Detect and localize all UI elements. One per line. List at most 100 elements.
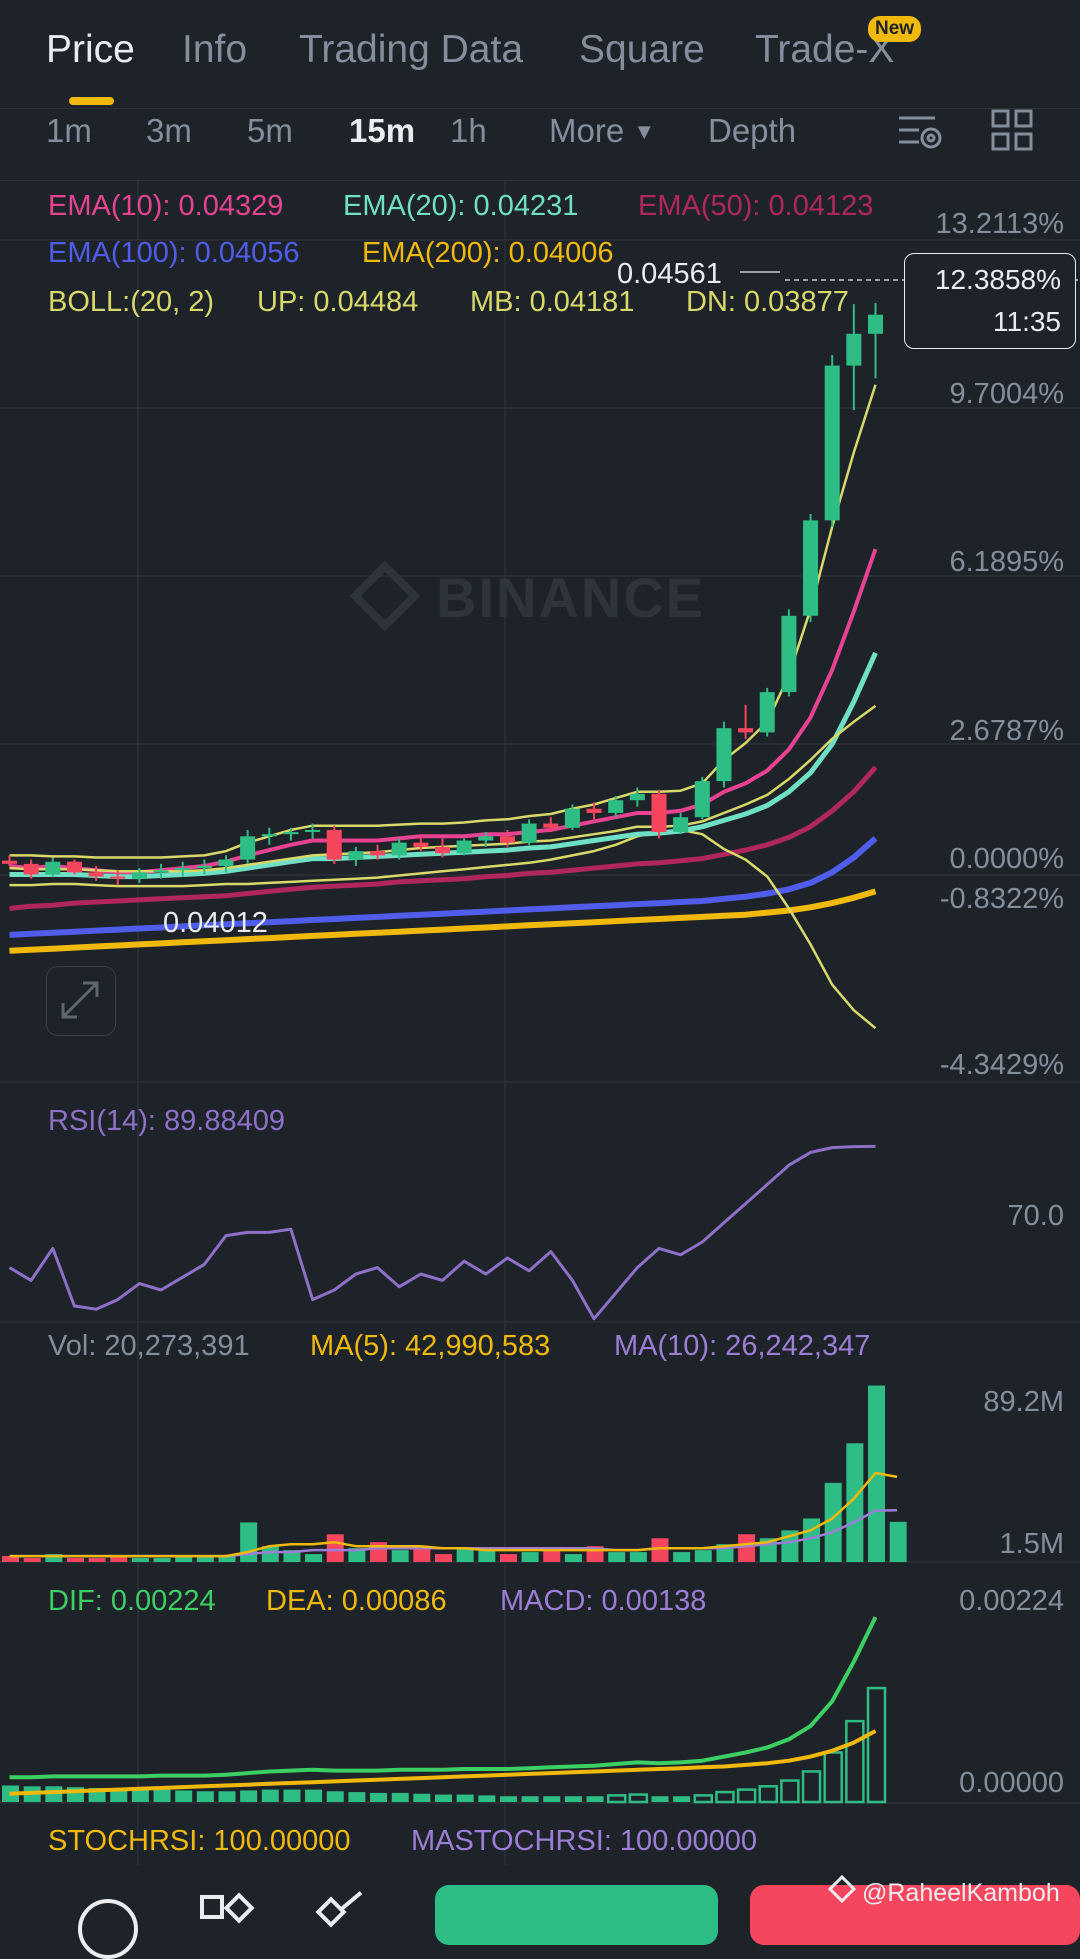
- candle-body: [478, 836, 494, 841]
- volume-bar: [131, 1558, 149, 1562]
- watermark-text: BINANCE: [436, 566, 706, 629]
- volume-bar: [45, 1554, 63, 1562]
- dea-line: [9, 1729, 877, 1796]
- volume-bar: [2, 1556, 19, 1562]
- volume-bar: [824, 1482, 842, 1562]
- top-tab-bar: Price Info Trading Data Square Trade-X N…: [0, 0, 1080, 109]
- rsi-axis-label: 70.0: [1007, 1200, 1064, 1232]
- current-price-box: 12.3858% 11:35: [904, 253, 1076, 349]
- ema200-line: [9, 888, 877, 954]
- chart-settings-icon[interactable]: [895, 108, 945, 154]
- interval-bar: [0, 108, 1080, 181]
- expand-icon: [61, 981, 99, 1019]
- macd-histogram-bar: [801, 1770, 822, 1804]
- macd-histogram-bar: [110, 1788, 128, 1802]
- candle-body: [391, 842, 407, 856]
- buy-button[interactable]: [435, 1885, 718, 1945]
- stochrsi-legend: STOCHRSI: 100.00000: [48, 1825, 351, 1857]
- volume-bar: [413, 1546, 431, 1562]
- depth-button[interactable]: Depth: [708, 112, 797, 149]
- candle-body: [564, 808, 580, 828]
- volume-bar: [283, 1550, 301, 1562]
- share-icon[interactable]: [315, 1891, 366, 1928]
- price-axis-label: 6.1895%: [949, 546, 1065, 578]
- candle-body: [45, 861, 61, 875]
- interval-15m[interactable]: 15m: [349, 112, 416, 149]
- macd-histogram-bar: [413, 1793, 431, 1802]
- macd-axis-top: 0.00224: [959, 1585, 1064, 1617]
- candle-body: [218, 859, 234, 866]
- macd-histogram-bar: [391, 1792, 409, 1802]
- more-options-icon[interactable]: [78, 1899, 138, 1959]
- ema100-legend: EMA(100): 0.04056: [48, 237, 300, 269]
- boll-mb-legend: MB: 0.04181: [470, 286, 635, 318]
- interval-1h[interactable]: 1h: [450, 112, 487, 149]
- volume-axis-top: 89.2M: [983, 1386, 1064, 1418]
- fullscreen-button[interactable]: [46, 966, 116, 1036]
- macd-histogram-bar: [715, 1790, 735, 1804]
- price-chart[interactable]: [0, 180, 1080, 1865]
- volume-bar: [543, 1548, 561, 1562]
- macd-histogram-bar: [305, 1789, 323, 1802]
- binance-small-logo-icon: [827, 1874, 857, 1904]
- price-axis-label: 2.6787%: [949, 715, 1065, 747]
- candle-body: [629, 793, 645, 801]
- layout-grid-icon[interactable]: [990, 108, 1034, 152]
- candle-body: [196, 865, 212, 869]
- macd-histogram-bar: [606, 1794, 627, 1804]
- ema10-legend: EMA(10): 0.04329: [48, 190, 284, 222]
- volume-bar: [629, 1552, 647, 1562]
- volume-bar: [240, 1522, 258, 1562]
- macd-histogram-bar: [261, 1789, 279, 1802]
- more-intervals-button[interactable]: More ▼: [549, 112, 655, 150]
- macd-histogram-bar: [153, 1789, 171, 1802]
- credit-text: @RaheelKamboh: [862, 1879, 1060, 1907]
- tab-square[interactable]: Square: [579, 28, 705, 71]
- interval-1m[interactable]: 1m: [46, 112, 92, 149]
- high-price-label: 0.04561: [617, 258, 722, 290]
- macd-histogram-bar: [521, 1796, 539, 1802]
- candle-body: [673, 817, 689, 833]
- volume-bar: [499, 1554, 517, 1562]
- candle-body: [131, 872, 147, 879]
- candle-body: [153, 870, 169, 873]
- candle-body: [283, 832, 299, 835]
- macd-legend: MACD: 0.00138: [500, 1585, 707, 1617]
- candle-body: [456, 840, 472, 854]
- vol-ma5-legend: MA(5): 42,990,583: [310, 1330, 551, 1362]
- macd-histogram-bar: [435, 1794, 452, 1802]
- candle-body: [716, 728, 732, 782]
- candle-body: [326, 829, 342, 860]
- boll-up-legend: UP: 0.04484: [257, 286, 419, 318]
- macd-histogram-bar: [780, 1779, 800, 1804]
- candle-body: [261, 834, 277, 837]
- caret-down-icon: ▼: [633, 119, 656, 144]
- volume-bar: [564, 1554, 582, 1562]
- volume-bar: [456, 1548, 474, 1562]
- ema200-legend: EMA(200): 0.04006: [362, 237, 614, 269]
- candle-body: [370, 851, 386, 856]
- interval-5m[interactable]: 5m: [247, 112, 293, 149]
- candle-body: [88, 872, 104, 877]
- rsi-legend: RSI(14): 89.88409: [48, 1105, 285, 1137]
- more-label: More: [549, 112, 625, 149]
- candle-body: [499, 836, 515, 843]
- grid-menu-icon[interactable]: [200, 1892, 255, 1925]
- tab-price[interactable]: Price: [46, 28, 135, 71]
- tab-info[interactable]: Info: [182, 28, 248, 71]
- price-axis-label: 13.2113%: [935, 208, 1064, 240]
- volume-bar: [153, 1558, 171, 1562]
- tab-trading-data[interactable]: Trading Data: [299, 28, 524, 71]
- candle-body: [846, 333, 862, 366]
- macd-histogram-bar: [131, 1789, 149, 1802]
- interval-3m[interactable]: 3m: [146, 112, 192, 149]
- boll-legend: BOLL:(20, 2): [48, 286, 215, 318]
- macd-histogram-bar: [370, 1792, 388, 1802]
- credit-watermark: @RaheelKamboh: [827, 1874, 1060, 1908]
- macd-histogram-bar: [240, 1790, 258, 1802]
- volume-bar: [651, 1538, 669, 1562]
- macd-histogram-bar: [456, 1794, 474, 1802]
- ema20-legend: EMA(20): 0.04231: [343, 190, 579, 222]
- macd-histogram-bar: [736, 1788, 757, 1804]
- volume-bar: [348, 1548, 366, 1562]
